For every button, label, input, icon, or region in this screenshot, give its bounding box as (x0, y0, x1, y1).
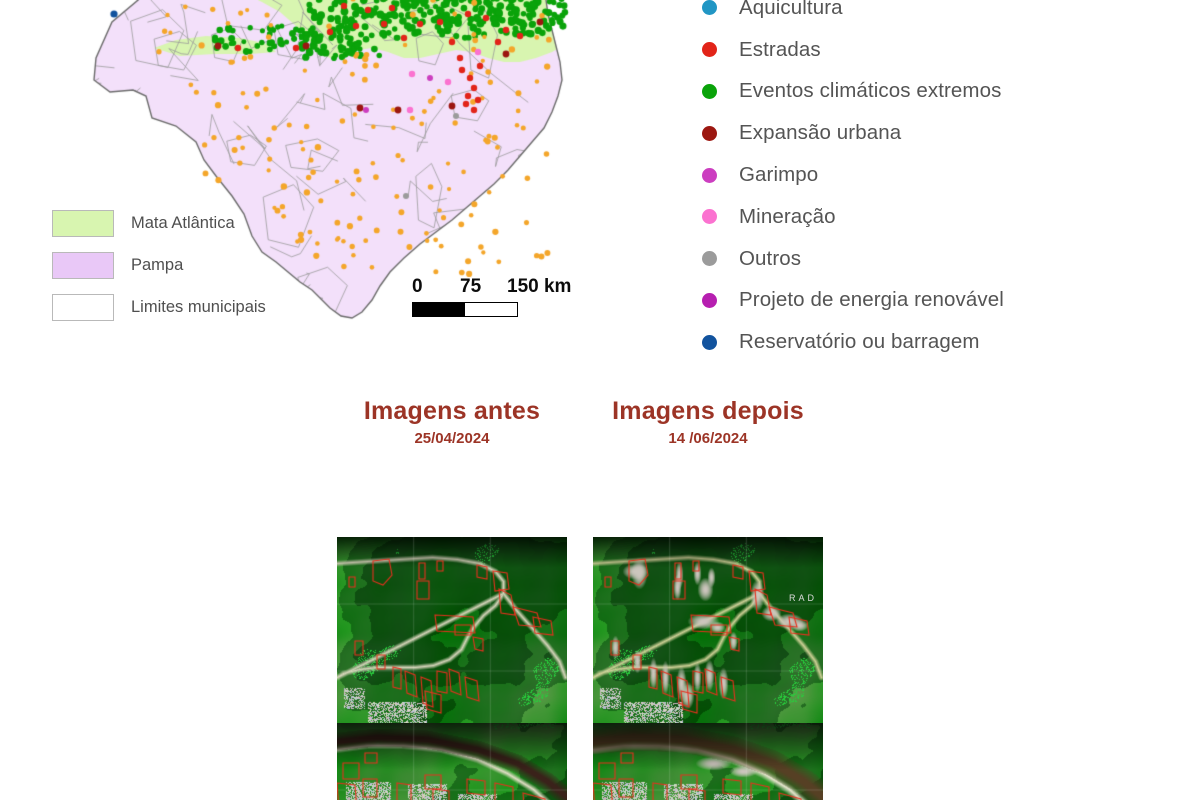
cause-dot-garimpo (702, 167, 717, 183)
biome-label-limites-municipais: Limites municipais (131, 298, 266, 316)
cause-dot-mineracao (702, 209, 717, 225)
cause-dot-aquicultura (702, 0, 717, 16)
comparison-headers: Imagens antes 25/04/2024 Imagens depois … (0, 396, 1200, 458)
biome-legend: Mata Atlântica Pampa Limites municipais (52, 210, 266, 336)
cause-label-reservatorio-ou-barragem: Reservatório ou barragem (739, 330, 980, 354)
cause-label-projeto-de-energia-renovavel: Projeto de energia renovável (739, 288, 1004, 312)
scalebar-segment-dark (413, 303, 465, 316)
cause-dot-reservatorio-ou-barragem (702, 334, 717, 350)
cause-label-mineracao: Mineração (739, 204, 836, 228)
cause-legend-item-eventos-climaticos-extremos[interactable]: Eventos climáticos extremos (700, 71, 1170, 113)
cause-label-outros: Outros (739, 246, 802, 270)
map-scalebar: 0 75 150 km (412, 276, 572, 317)
biome-swatch-limites-municipais (52, 294, 114, 321)
satellite-image-after-1[interactable]: RAD (593, 537, 823, 738)
map-panel[interactable]: Mata Atlântica Pampa Limites municipais … (0, 0, 672, 345)
scalebar-bar (412, 302, 518, 317)
cause-legend-item-mineracao[interactable]: Mineração (700, 196, 1170, 238)
cause-label-garimpo: Garimpo (739, 163, 819, 187)
cause-legend-item-garimpo[interactable]: Garimpo (700, 154, 1170, 196)
scalebar-tick-75: 75 (460, 276, 482, 297)
cause-dot-eventos-climaticos-extremos (702, 83, 717, 99)
cause-label-eventos-climaticos-extremos: Eventos climáticos extremos (739, 79, 1002, 103)
cause-legend: Aquicultura Estradas Eventos climáticos … (700, 0, 1170, 363)
cause-legend-item-aquicultura[interactable]: Aquicultura (700, 0, 1170, 29)
column-title-after: Imagens depois (612, 397, 804, 425)
column-date-before: 25/04/2024 (414, 430, 490, 447)
column-title-before: Imagens antes (363, 397, 541, 425)
biome-label-pampa: Pampa (131, 256, 184, 274)
column-header-after: Imagens depois 14 /06/2024 (593, 396, 823, 448)
cause-legend-item-expansao-urbana[interactable]: Expansão urbana (700, 112, 1170, 154)
scalebar-tick-labels: 0 75 150 km (412, 276, 572, 300)
before-after-section: Imagens antes 25/04/2024 Imagens depois … (0, 396, 1200, 800)
satellite-image-after-2[interactable] (593, 723, 823, 800)
satellite-image-before-1[interactable] (337, 537, 567, 738)
cause-dot-estradas (702, 42, 717, 58)
satellite-watermark: RAD (788, 593, 817, 603)
biome-swatch-pampa (52, 252, 114, 279)
satellite-image-before-2[interactable] (337, 723, 567, 800)
biome-legend-item-mata-atlantica: Mata Atlântica (52, 210, 266, 237)
cause-legend-item-reservatorio-ou-barragem[interactable]: Reservatório ou barragem (700, 321, 1170, 363)
cause-label-aquicultura: Aquicultura (739, 0, 843, 19)
biome-label-mata-atlantica: Mata Atlântica (131, 214, 235, 232)
biome-legend-item-pampa: Pampa (52, 252, 266, 279)
cause-legend-item-estradas[interactable]: Estradas (700, 29, 1170, 71)
cause-dot-projeto-de-energia-renovavel (702, 292, 717, 308)
biome-legend-item-limites-municipais: Limites municipais (52, 294, 266, 321)
scalebar-segment-light (465, 303, 517, 316)
cause-dot-outros (702, 251, 717, 267)
biome-swatch-mata-atlantica (52, 210, 114, 237)
cause-label-estradas: Estradas (739, 37, 821, 61)
cause-legend-item-projeto-de-energia-renovavel[interactable]: Projeto de energia renovável (700, 280, 1170, 322)
cause-legend-item-outros[interactable]: Outros (700, 238, 1170, 280)
column-date-after: 14 /06/2024 (668, 430, 748, 447)
scalebar-tick-150: 150 km (507, 276, 572, 297)
cause-dot-expansao-urbana (702, 125, 717, 141)
cause-label-expansao-urbana: Expansão urbana (739, 121, 902, 145)
column-header-before: Imagens antes 25/04/2024 (337, 396, 567, 448)
satellite-row-2 (0, 723, 1200, 800)
map-canvas[interactable] (0, 0, 672, 345)
scalebar-tick-0: 0 (412, 276, 423, 297)
